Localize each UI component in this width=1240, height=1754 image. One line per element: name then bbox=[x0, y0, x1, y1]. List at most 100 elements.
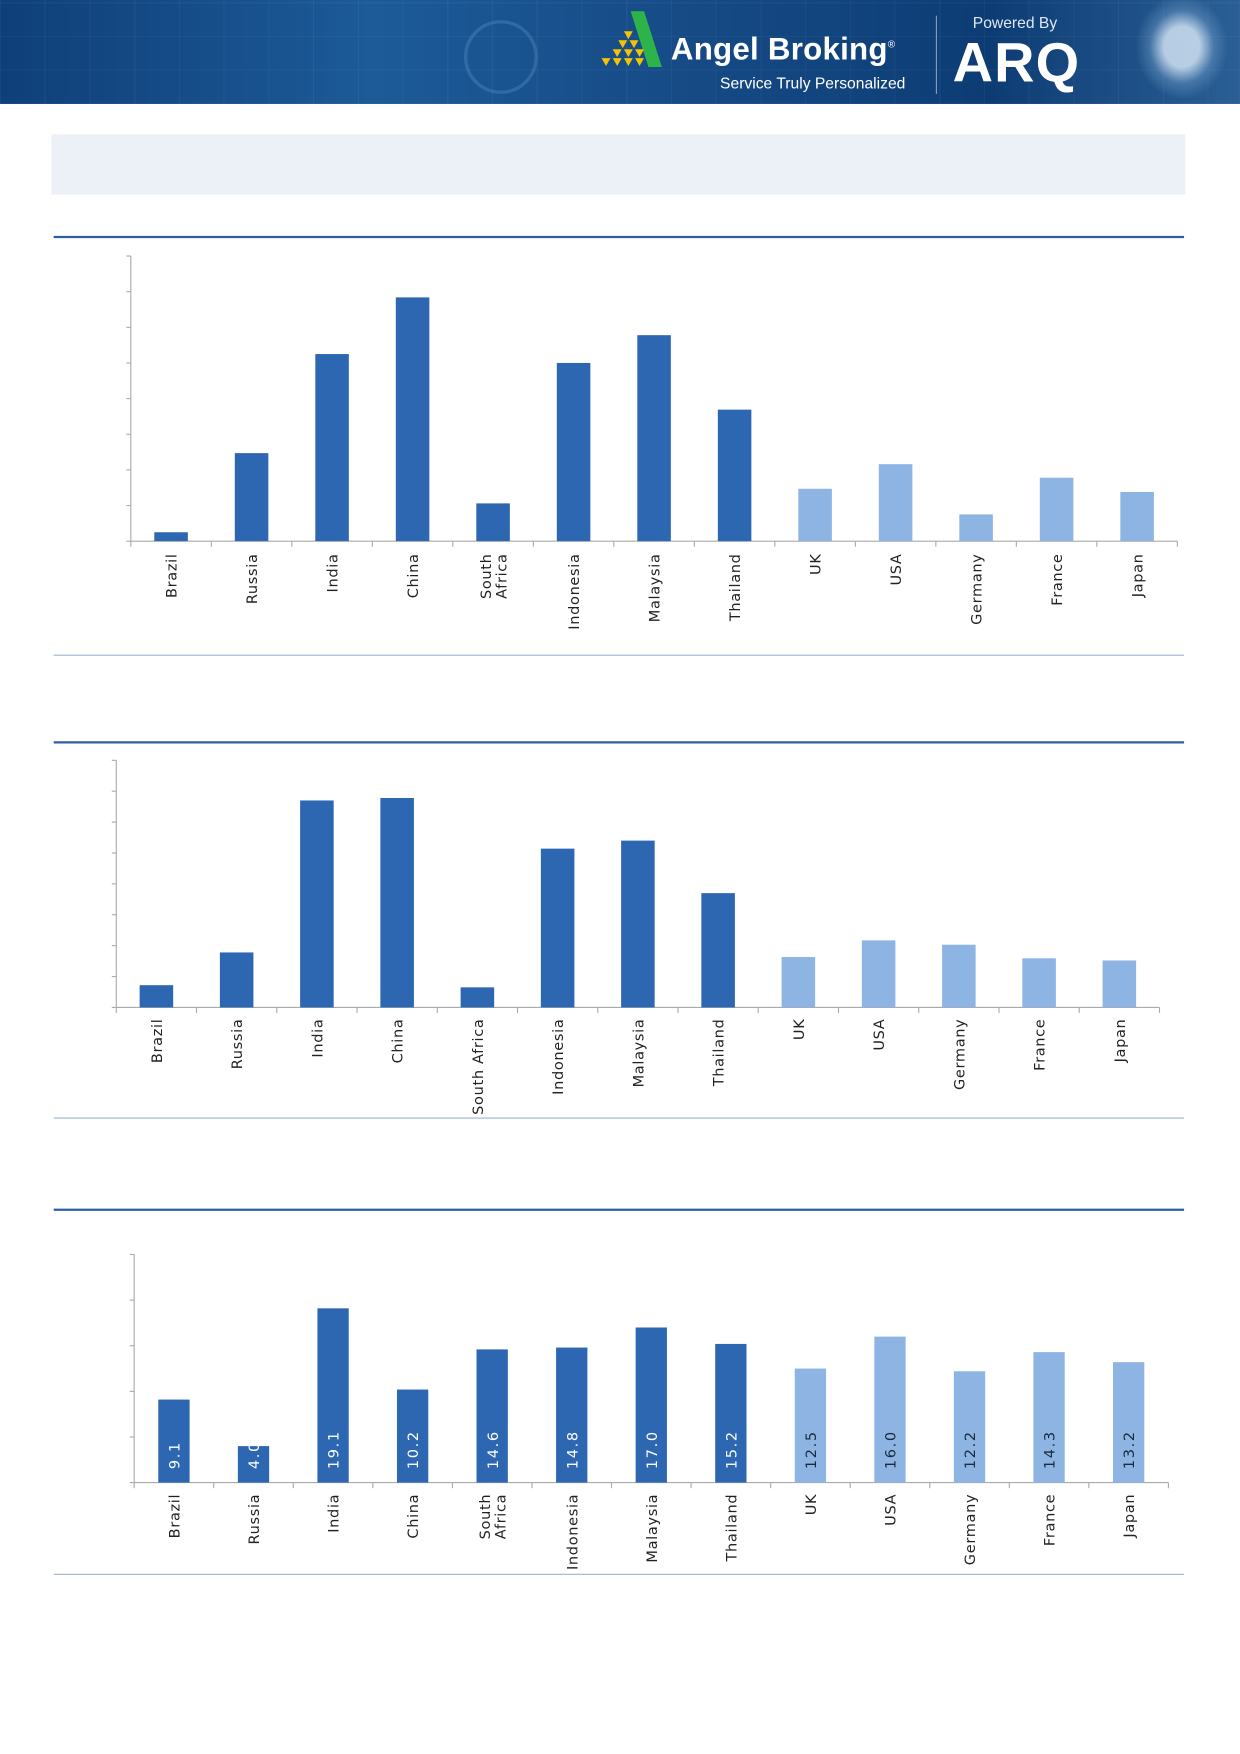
data-label: 12.5 bbox=[804, 1430, 820, 1469]
data-label: 14.3 bbox=[1043, 1430, 1059, 1469]
data-label: 10.2 bbox=[406, 1430, 422, 1469]
data-label: 17.0 bbox=[645, 1430, 661, 1469]
registered-mark: ® bbox=[887, 38, 896, 50]
x-tick-label: China bbox=[406, 1494, 422, 1539]
header-divider bbox=[935, 15, 937, 94]
x-tick-label: SouthAfrica bbox=[478, 1494, 510, 1540]
x-tick-label: France bbox=[1033, 1019, 1049, 1071]
brand-text: Angel Broking bbox=[670, 31, 888, 66]
bar-indonesia bbox=[556, 1347, 588, 1483]
bar-indonesia bbox=[540, 848, 575, 1008]
x-tick-label: Russia bbox=[230, 1019, 246, 1070]
x-tick-label: Germany bbox=[963, 1494, 979, 1565]
x-tick-label: UK bbox=[804, 1494, 820, 1516]
bar-south-africa bbox=[460, 987, 495, 1008]
x-tick-label: France bbox=[1043, 1494, 1059, 1546]
chart-2: Brazil Russia India China South Africa Indone… bbox=[53, 741, 1185, 1119]
data-label: 19.1 bbox=[327, 1430, 343, 1469]
x-tick-label: Japan bbox=[1131, 553, 1147, 598]
bar-malaysia bbox=[637, 335, 671, 542]
bar-france bbox=[1039, 477, 1074, 542]
x-tick-label: USA bbox=[872, 1019, 888, 1051]
bar-china bbox=[380, 797, 414, 1008]
x-tick-label: Malaysia bbox=[648, 553, 664, 622]
bar-uk bbox=[781, 957, 816, 1008]
angel-broking-logo-icon bbox=[601, 11, 662, 68]
bar-south-africa bbox=[476, 1349, 508, 1483]
digital-head-image bbox=[1131, 0, 1233, 104]
bar-brazil bbox=[139, 985, 174, 1008]
x-tick-label: UK bbox=[809, 553, 825, 575]
header-banner: Angel Broking® Service Truly Personalize… bbox=[0, 0, 1240, 104]
bar-china bbox=[396, 1389, 429, 1483]
x-tick-label: Indonesia bbox=[565, 1494, 581, 1570]
bar-indonesia bbox=[556, 362, 591, 542]
bar-usa bbox=[874, 1336, 906, 1483]
bar-thailand bbox=[715, 1343, 747, 1483]
chart-3: Brazil 9.1 Russia 4.0 India 19.1 China 10.2 Sout… bbox=[53, 1208, 1185, 1575]
powered-by-label: Powered By bbox=[972, 13, 1058, 32]
bar-russia bbox=[237, 1446, 270, 1483]
x-tick-label: Malaysia bbox=[631, 1019, 647, 1088]
bar-south-africa bbox=[476, 503, 510, 542]
bar-germany bbox=[953, 1371, 986, 1483]
x-tick-label: USA bbox=[889, 553, 905, 585]
x-tick-label: China bbox=[391, 1019, 407, 1064]
bar-india bbox=[317, 1308, 349, 1483]
bar-russia bbox=[234, 453, 269, 542]
bar-china bbox=[395, 297, 430, 542]
x-tick-label: UK bbox=[792, 1019, 808, 1040]
bar-usa bbox=[861, 940, 896, 1008]
x-tick-label: Indonesia bbox=[551, 1019, 567, 1095]
x-tick-label: Thailand bbox=[724, 1494, 740, 1563]
bar-brazil bbox=[158, 1399, 190, 1483]
x-tick-label: Japan bbox=[1122, 1494, 1138, 1539]
data-label: 15.2 bbox=[724, 1430, 740, 1469]
bar-japan bbox=[1102, 960, 1137, 1008]
bar-germany bbox=[942, 944, 976, 1008]
data-label: 9.1 bbox=[168, 1441, 184, 1469]
data-label: 14.8 bbox=[565, 1430, 581, 1469]
bar-malaysia bbox=[621, 840, 655, 1008]
bar-uk bbox=[794, 1368, 827, 1483]
brand-name: Angel Broking® bbox=[671, 31, 896, 67]
x-tick-label: Germany bbox=[970, 553, 986, 624]
bar-japan bbox=[1112, 1362, 1145, 1483]
x-tick-label: Brazil bbox=[165, 553, 181, 598]
bar-uk bbox=[798, 488, 832, 542]
data-label: 13.2 bbox=[1122, 1430, 1138, 1469]
x-tick-label: India bbox=[326, 553, 342, 592]
x-tick-label: Indonesia bbox=[567, 553, 583, 629]
x-tick-label: SouthAfrica bbox=[479, 553, 511, 599]
x-tick-label: Brazil bbox=[150, 1019, 166, 1064]
x-tick-label: Brazil bbox=[168, 1494, 184, 1539]
bar-france bbox=[1022, 958, 1056, 1008]
bar-france bbox=[1033, 1352, 1065, 1483]
bar-brazil bbox=[154, 532, 188, 542]
title-band bbox=[51, 134, 1186, 195]
bar-india bbox=[315, 354, 349, 542]
x-tick-label: India bbox=[310, 1019, 326, 1058]
brand-tagline: Service Truly Personalized bbox=[720, 73, 906, 92]
x-tick-label: India bbox=[327, 1494, 343, 1533]
bar-japan bbox=[1120, 491, 1154, 542]
data-label: 4.0 bbox=[247, 1441, 263, 1469]
x-tick-label: South Africa bbox=[471, 1019, 487, 1115]
bar-thailand bbox=[701, 893, 735, 1008]
data-label: 14.6 bbox=[486, 1430, 502, 1469]
circuit-ring-decoration bbox=[464, 20, 538, 94]
x-tick-label: Thailand bbox=[728, 553, 744, 622]
x-tick-label: France bbox=[1050, 553, 1066, 605]
bar-russia bbox=[219, 952, 254, 1008]
chart-1: Brazil Russia India China SouthAfrica Indones… bbox=[53, 235, 1185, 656]
x-tick-label: China bbox=[406, 553, 422, 598]
bar-india bbox=[300, 800, 334, 1008]
bar-thailand bbox=[717, 409, 752, 542]
bar-usa bbox=[878, 464, 913, 542]
x-tick-label: USA bbox=[884, 1494, 900, 1526]
data-label: 16.0 bbox=[884, 1430, 900, 1469]
x-tick-label: Russia bbox=[245, 553, 261, 604]
x-tick-label: Russia bbox=[247, 1494, 263, 1545]
